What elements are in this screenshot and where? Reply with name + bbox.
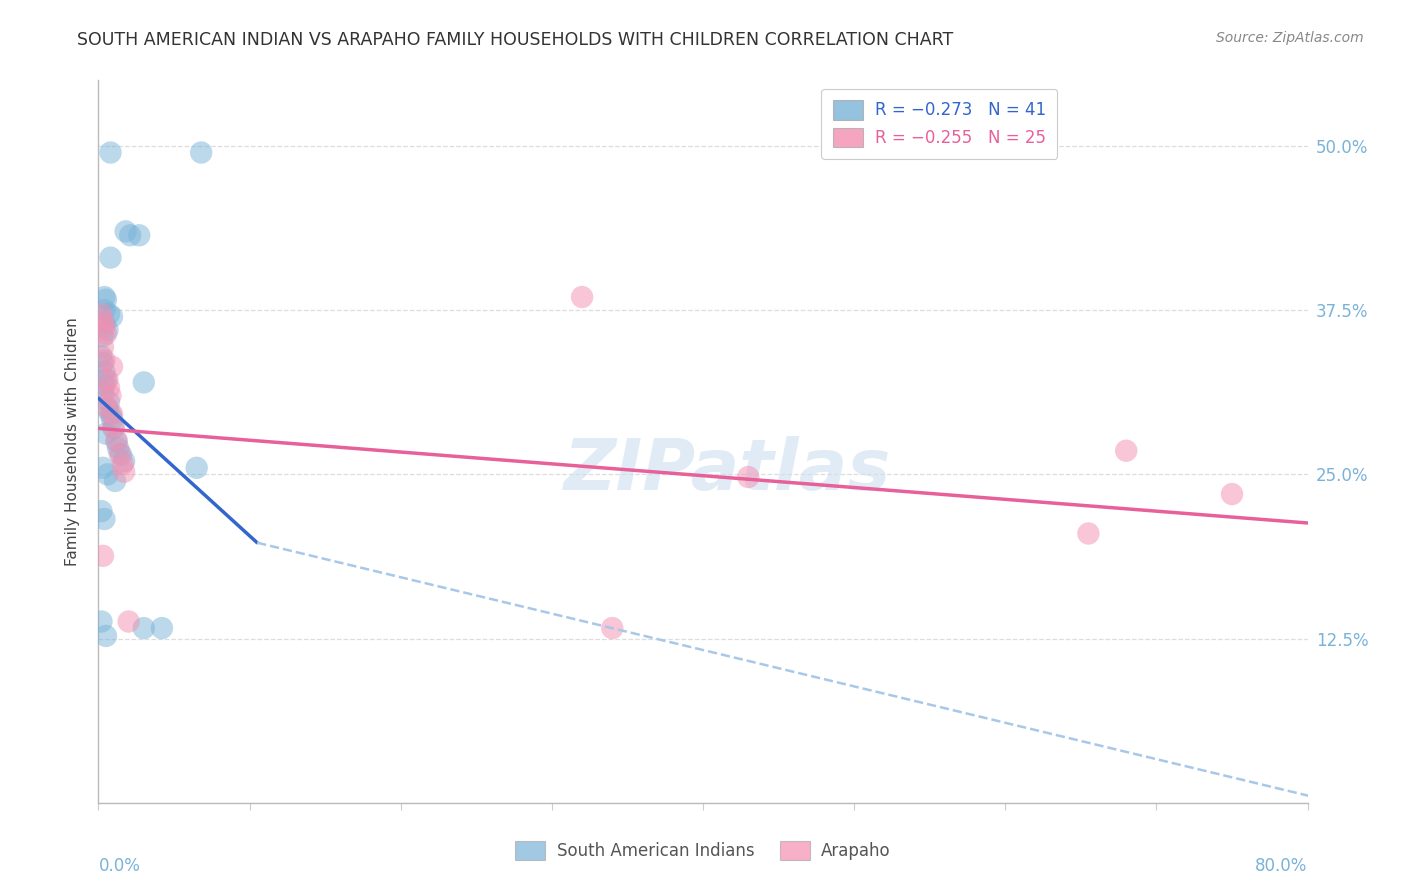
Point [91,315,114,329]
Point [1077,526,1099,541]
Text: 0.0%: 0.0% [98,857,141,875]
Point [100,251,122,265]
Point [1220,487,1243,501]
Point [101,412,124,426]
Text: ZIPatlas: ZIPatlas [564,436,891,505]
Point [150,621,173,635]
Point [98,307,121,321]
Point [105,434,128,449]
Point [98,395,121,409]
Point [103,420,125,434]
Point [96,373,118,387]
Point [101,359,124,374]
Point [101,310,124,324]
Point [94,293,117,307]
Point [96,401,118,416]
Point [186,460,208,475]
Point [110,448,132,462]
Point [94,629,117,643]
Point [100,407,122,421]
Point [94,426,117,441]
Legend: South American Indians, Arapaho: South American Indians, Arapaho [509,834,897,867]
Point [93,378,115,392]
Point [91,340,114,354]
Point [90,307,112,321]
Point [114,224,136,238]
Point [93,512,115,526]
Point [91,460,114,475]
Point [737,470,759,484]
Point [100,145,122,160]
Point [107,441,129,455]
Point [93,303,115,318]
Point [93,353,115,368]
Point [93,320,115,334]
Point [96,323,118,337]
Point [1115,443,1137,458]
Point [90,349,112,363]
Point [108,446,131,460]
Point [94,399,117,413]
Point [132,376,155,390]
Point [91,549,114,563]
Point [132,621,155,635]
Point [93,316,115,330]
Point [602,621,624,635]
Point [120,228,142,243]
Point [100,388,122,402]
Point [118,615,141,629]
Point [104,474,127,488]
Point [94,326,117,341]
Point [98,381,121,395]
Point [90,615,112,629]
Point [91,386,114,401]
Point [101,407,124,421]
Point [111,457,134,471]
Point [96,467,118,482]
Point [93,290,115,304]
Point [190,145,212,160]
Text: Source: ZipAtlas.com: Source: ZipAtlas.com [1216,31,1364,45]
Point [112,465,135,479]
Point [91,356,114,370]
Point [112,454,135,468]
Point [93,365,115,379]
Y-axis label: Family Households with Children: Family Households with Children [65,318,80,566]
Point [103,421,125,435]
Text: SOUTH AMERICAN INDIAN VS ARAPAHO FAMILY HOUSEHOLDS WITH CHILDREN CORRELATION CHA: SOUTH AMERICAN INDIAN VS ARAPAHO FAMILY … [77,31,953,49]
Point [94,373,117,387]
Point [91,329,114,343]
Point [90,504,112,518]
Text: 80.0%: 80.0% [1256,857,1308,875]
Point [105,434,128,448]
Point [571,290,593,304]
Point [128,228,150,243]
